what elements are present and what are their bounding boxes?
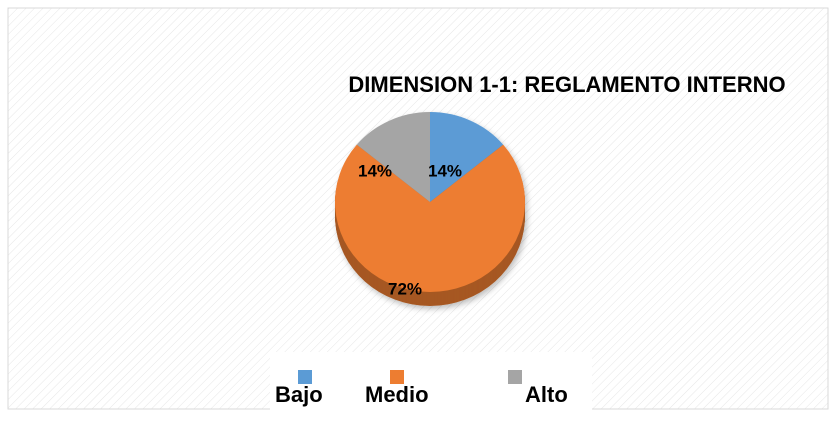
legend-box [270, 352, 592, 410]
legend-label: Bajo [275, 382, 323, 407]
chart-title: DIMENSION 1-1: REGLAMENTO INTERNO [348, 72, 785, 97]
legend-swatch [298, 370, 312, 384]
legend-label: Medio [365, 382, 429, 407]
slice [334, 144, 525, 292]
data-label: 72% [388, 279, 422, 298]
legend-swatch [508, 370, 522, 384]
pie [334, 112, 525, 306]
slice [430, 112, 504, 202]
legend-swatch [390, 370, 404, 384]
legend-label: Alto [525, 382, 568, 407]
data-label: 14% [428, 161, 462, 180]
slice [356, 112, 430, 202]
data-label: 14% [358, 161, 392, 180]
